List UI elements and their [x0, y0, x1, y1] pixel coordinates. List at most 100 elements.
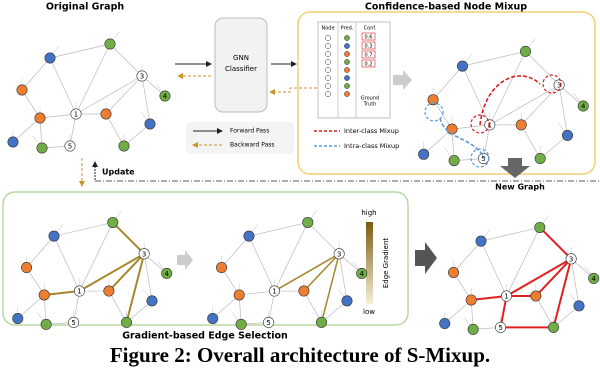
conf-box [361, 59, 376, 68]
conf-box [361, 41, 376, 50]
edge [248, 236, 275, 292]
edge [79, 222, 114, 292]
gradient-bar [366, 222, 373, 304]
big-arrow [500, 158, 530, 178]
node [73, 285, 85, 297]
node [439, 317, 451, 329]
node-label: 5 [498, 324, 502, 332]
inter-mixup [479, 75, 541, 126]
node [38, 289, 50, 301]
edge [212, 294, 240, 319]
node [565, 253, 577, 265]
node [118, 140, 130, 152]
node [573, 300, 585, 312]
edge [21, 89, 41, 119]
node [36, 142, 48, 154]
node [263, 316, 275, 328]
table-node [325, 35, 331, 41]
node [316, 316, 328, 328]
conf-box [361, 50, 376, 59]
node [207, 312, 219, 324]
title: Original Graph [46, 2, 125, 13]
node [548, 321, 560, 333]
node [233, 289, 245, 301]
edge [303, 290, 322, 323]
node-label: 5 [481, 155, 485, 163]
edge [553, 305, 580, 328]
table-node [325, 83, 331, 89]
table-header: Pred. [341, 26, 354, 32]
node [341, 295, 353, 307]
node-label: 4 [163, 93, 168, 101]
node [418, 148, 430, 160]
edge [126, 300, 153, 323]
table-pred [344, 91, 350, 97]
classifier-line: Classifier [225, 65, 257, 73]
edge [462, 51, 526, 67]
node-label: 5 [71, 319, 75, 327]
node [34, 112, 46, 124]
edge [535, 295, 554, 328]
node [333, 248, 345, 260]
node [12, 312, 24, 324]
node-label: 4 [581, 103, 586, 111]
node [104, 38, 116, 50]
table-node [325, 75, 331, 81]
edge [432, 65, 463, 100]
classifier-line: GNN [233, 54, 249, 62]
table-pred [344, 59, 350, 65]
legend-text: Forward Pass [230, 128, 269, 135]
new-graph-label: New Graph [495, 183, 545, 192]
node [515, 119, 527, 131]
node-label: 1 [504, 293, 508, 301]
selected-edge [552, 258, 573, 328]
mixup-ring [424, 102, 444, 122]
node-label: 3 [557, 82, 561, 90]
title: Confidence-based Node Mixup [365, 2, 527, 13]
conf-value: 0.7 [365, 53, 373, 59]
node [588, 272, 600, 284]
selected-edge [44, 290, 80, 296]
edge [123, 123, 151, 147]
edge [539, 135, 568, 159]
edge [480, 227, 540, 242]
selected-edge [505, 257, 572, 297]
edge [506, 227, 541, 297]
node-label: 5 [68, 143, 72, 151]
edge [489, 84, 560, 126]
legend-text: Inter-class Mixup [344, 127, 399, 135]
table-pred [344, 43, 350, 49]
node [243, 230, 255, 242]
mixup-ring [470, 114, 490, 134]
edge [453, 240, 482, 273]
selected-edge [320, 253, 340, 323]
node [48, 230, 60, 242]
node [68, 316, 80, 328]
node-label: 1 [77, 288, 81, 296]
node [298, 285, 310, 297]
selected-edge [303, 253, 340, 292]
node-label: 5 [266, 319, 270, 327]
edge [141, 75, 151, 125]
mixup-ring [470, 148, 490, 168]
edge [558, 84, 568, 136]
node [70, 108, 82, 120]
legend-text: Backward Pass [230, 142, 275, 149]
node [136, 70, 148, 82]
edge [21, 57, 51, 91]
conf-value: 0.3 [365, 44, 373, 50]
table-note: Truth [363, 102, 377, 108]
edge [248, 222, 308, 237]
edge [525, 51, 560, 86]
node [161, 267, 173, 279]
node [40, 318, 52, 330]
node [577, 100, 589, 112]
edge [221, 235, 250, 268]
node [302, 216, 314, 228]
edge [53, 236, 80, 292]
node [146, 295, 158, 307]
node [64, 140, 76, 152]
edge [75, 43, 111, 115]
gradient-high: high [361, 209, 376, 217]
edge [26, 235, 55, 268]
